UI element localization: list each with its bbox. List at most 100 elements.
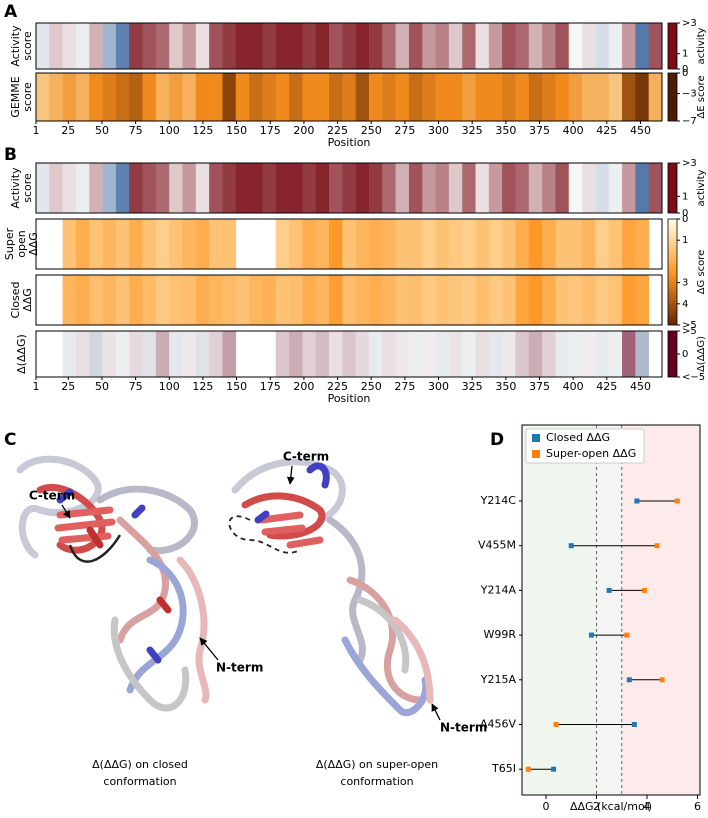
- x-tick-label: 350: [495, 124, 516, 137]
- heat-cell: [222, 73, 237, 121]
- heat-cell: [528, 275, 543, 325]
- band: [596, 425, 622, 795]
- heat-cell: [635, 331, 649, 377]
- heat-cell: [249, 23, 263, 69]
- closed-structure: [16, 455, 210, 712]
- x-tick-label: 4: [643, 800, 650, 813]
- heat-cell: [368, 219, 383, 269]
- heat-cell: [342, 73, 356, 121]
- heat-cell: [75, 331, 90, 377]
- heat-cell: [222, 219, 237, 269]
- row-label: ΔΔG: [27, 232, 40, 256]
- heat-cell: [582, 331, 596, 377]
- heat-cell: [355, 219, 370, 269]
- colorbar: [667, 72, 678, 122]
- heat-cell: [222, 331, 237, 377]
- heat-cell: [368, 23, 383, 69]
- x-tick-label: 200: [293, 124, 314, 137]
- heat-cell: [195, 23, 210, 69]
- heat-cell: [302, 73, 317, 121]
- x-axis-label: Position: [328, 392, 371, 405]
- heat-cell: [342, 163, 356, 213]
- heat-cell: [249, 275, 263, 325]
- heat-cell: [182, 163, 197, 213]
- row-label: Δ(ΔΔG): [15, 334, 28, 374]
- heat-cell: [568, 23, 583, 69]
- heat-cell: [368, 331, 383, 377]
- heat-cell: [595, 331, 610, 377]
- marker: [525, 766, 531, 772]
- colorbar-tick-label: −7: [682, 116, 697, 127]
- heat-cell: [62, 73, 77, 121]
- heat-cell: [329, 23, 343, 69]
- heat-cell: [315, 219, 330, 269]
- term-label: N-term: [216, 661, 263, 675]
- heat-cell: [555, 331, 570, 377]
- heat-cell: [382, 331, 396, 377]
- heat-cell: [528, 219, 543, 269]
- heat-cell: [142, 275, 157, 325]
- marker: [674, 498, 680, 504]
- heat-cell: [75, 73, 90, 121]
- heat-cell: [75, 275, 90, 325]
- heat-cell: [75, 23, 90, 69]
- marker: [588, 632, 594, 638]
- heat-cell: [435, 73, 450, 121]
- heat-cell: [182, 73, 197, 121]
- heat-cell: [275, 23, 290, 69]
- heat-cell: [302, 331, 317, 377]
- heat-cell: [515, 23, 530, 69]
- heat-cell: [329, 275, 343, 325]
- heat-cell: [129, 219, 143, 269]
- y-tick-label: A456V: [480, 718, 517, 731]
- x-tick-label: 75: [129, 124, 143, 137]
- heat-cell: [289, 219, 303, 269]
- legend-label: Super-open ΔΔG: [546, 447, 636, 460]
- caption: conformation: [340, 775, 413, 788]
- x-tick-label: 225: [327, 124, 348, 137]
- heat-cell: [382, 275, 396, 325]
- heat-cell: [448, 331, 463, 377]
- caption: Δ(ΔΔG) on super-open: [316, 758, 438, 771]
- heat-cell: [289, 163, 303, 213]
- heat-cell: [648, 163, 663, 213]
- legend-swatch: [532, 434, 540, 442]
- colorbar: [667, 218, 678, 326]
- heat-cell: [635, 163, 649, 213]
- x-tick-label: 6: [694, 800, 701, 813]
- heat-cell: [342, 23, 356, 69]
- heat-cell: [222, 163, 237, 213]
- heat-cell: [182, 331, 197, 377]
- heat-cell: [155, 331, 170, 377]
- heat-cell: [542, 23, 556, 69]
- heat-cell: [209, 163, 223, 213]
- marker: [659, 677, 665, 683]
- heat-cell: [102, 163, 117, 213]
- heat-cell: [62, 219, 77, 269]
- x-tick-label: 0: [542, 800, 549, 813]
- heat-cell: [289, 73, 303, 121]
- heat-cell: [209, 23, 223, 69]
- heat-cell: [435, 219, 450, 269]
- x-tick-label: 275: [394, 124, 415, 137]
- colorbar-tick-label: 0: [682, 208, 688, 219]
- colorbar-tick-label: >5: [682, 326, 697, 337]
- colorbar: [667, 162, 678, 214]
- heat-cell: [169, 331, 183, 377]
- heat-cell: [568, 275, 583, 325]
- heat-cell: [542, 331, 556, 377]
- caption: conformation: [103, 775, 176, 788]
- band: [621, 425, 700, 795]
- heat-cell: [235, 23, 250, 69]
- heat-cell: [488, 73, 503, 121]
- heat-cell: [329, 331, 343, 377]
- colorbar-label: activity: [696, 27, 707, 64]
- arrow: [286, 465, 295, 485]
- heat-cell: [422, 331, 436, 377]
- heat-cell: [622, 73, 636, 121]
- heat-cell: [475, 331, 490, 377]
- heat-cell: [595, 219, 610, 269]
- panel-label: D: [490, 430, 504, 450]
- heat-cell: [129, 331, 143, 377]
